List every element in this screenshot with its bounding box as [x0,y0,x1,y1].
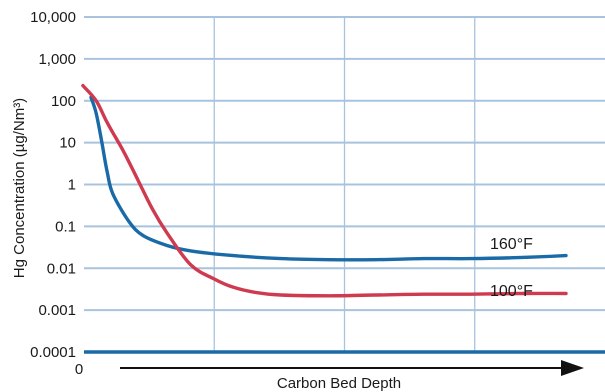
y-tick-label: 0.0001 [30,344,76,361]
y-tick-label: 10,000 [30,9,76,26]
y-tick-label: 1 [68,177,76,194]
y-axis-tick-labels: 10,000 1,000 100 10 1 0.1 0.01 0.001 0.0001 [30,9,76,361]
y-tick-label: 100 [51,93,76,110]
series-line [89,95,568,262]
series-lines [81,83,568,298]
y-tick-label: 0.001 [38,302,76,319]
x-axis-title: Carbon Bed Depth [277,375,401,392]
series-label: 160°F [490,236,533,253]
series-label: 100°F [490,283,533,300]
y-tick-label: 0.1 [55,218,76,235]
series-labels: 160°F 100°F [490,236,533,300]
grid-lines [84,16,605,352]
y-tick-label: 0.01 [47,260,76,277]
y-tick-label: 1,000 [38,51,76,68]
axes [84,350,605,376]
x-axis-origin-label: 0 [75,361,83,378]
y-tick-label: 10 [59,135,76,152]
series-line [81,83,568,298]
x-axis-arrow-head [561,360,584,376]
y-axis-title: Hg Concentration (µg/Nm³) [11,98,28,278]
